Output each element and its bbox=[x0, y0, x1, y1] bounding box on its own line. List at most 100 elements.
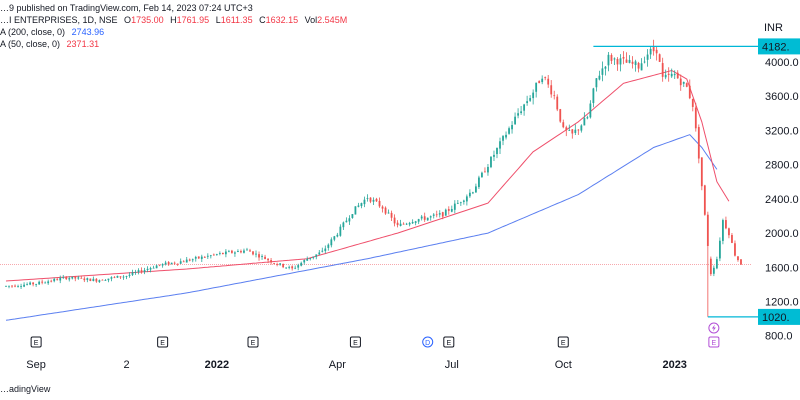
event-marker[interactable]: E bbox=[443, 336, 455, 348]
candle bbox=[667, 67, 670, 82]
candle bbox=[185, 256, 188, 263]
candle bbox=[77, 275, 80, 280]
candle bbox=[441, 211, 444, 220]
candle bbox=[685, 82, 688, 88]
candle bbox=[661, 57, 664, 82]
candle bbox=[110, 276, 113, 282]
x-axis[interactable]: Sep 2 2022 Apr Jul Oct 2023 bbox=[26, 359, 687, 371]
candle bbox=[212, 253, 215, 256]
price-tag-text: 1020. bbox=[762, 312, 790, 324]
price-tag: 1020. bbox=[758, 308, 800, 325]
candle bbox=[279, 263, 282, 266]
candle bbox=[535, 82, 538, 98]
candle bbox=[529, 95, 532, 102]
event-marker[interactable]: E bbox=[247, 336, 259, 348]
candle bbox=[697, 124, 700, 164]
candle bbox=[381, 205, 384, 213]
event-marker-label: E bbox=[446, 340, 451, 347]
candle bbox=[595, 78, 598, 92]
candle bbox=[625, 52, 628, 63]
event-marker[interactable]: E bbox=[708, 336, 720, 348]
candle bbox=[571, 129, 574, 139]
candle bbox=[215, 253, 218, 256]
candle bbox=[80, 275, 83, 279]
event-marker[interactable]: E bbox=[557, 336, 569, 348]
candle bbox=[559, 108, 562, 123]
candle bbox=[164, 260, 167, 266]
ma50-legend[interactable]: A (50, close, 0) 2371.31 bbox=[0, 39, 99, 50]
event-marker[interactable]: E bbox=[157, 336, 169, 348]
candle bbox=[722, 218, 724, 245]
candle bbox=[649, 46, 652, 59]
candle bbox=[182, 260, 185, 263]
candle bbox=[167, 261, 170, 266]
candle bbox=[652, 39, 655, 56]
candle bbox=[86, 277, 89, 283]
candle bbox=[496, 147, 498, 159]
ma200-line bbox=[5, 134, 718, 321]
candle bbox=[23, 282, 25, 288]
candle bbox=[462, 199, 465, 205]
candle bbox=[101, 279, 104, 281]
candle bbox=[8, 285, 10, 289]
candle bbox=[712, 265, 715, 277]
candle bbox=[478, 175, 480, 190]
lightning-icon[interactable] bbox=[708, 322, 720, 334]
candle bbox=[5, 285, 7, 287]
candle bbox=[580, 124, 583, 133]
candle bbox=[484, 167, 486, 173]
y-axis[interactable]: INR 800.0 1200.0 1600.0 2000.0 2400.0 2800.0 32… bbox=[764, 22, 799, 343]
candle bbox=[20, 283, 22, 290]
open-label: O bbox=[124, 15, 132, 25]
candle bbox=[360, 202, 363, 209]
candle bbox=[737, 255, 739, 262]
candle bbox=[508, 126, 510, 135]
event-marker[interactable]: E bbox=[30, 336, 42, 348]
ma200-legend[interactable]: A (200, close, 0) 2743.96 bbox=[0, 27, 104, 38]
event-marker-label: E bbox=[712, 340, 717, 347]
candle bbox=[252, 251, 254, 256]
event-marker[interactable]: E bbox=[349, 336, 361, 348]
event-marker-label: E bbox=[160, 340, 165, 347]
candle bbox=[598, 70, 601, 81]
symbol-line: …I ENTERPRISES, 1D, NSE O1735.00 H1761.9… bbox=[0, 15, 347, 26]
candle bbox=[475, 183, 477, 193]
event-marker[interactable]: D bbox=[422, 336, 434, 348]
moving-average-layer bbox=[5, 69, 730, 321]
candle bbox=[273, 262, 275, 265]
candle bbox=[493, 150, 495, 161]
close-label: C bbox=[259, 15, 266, 25]
candle bbox=[128, 272, 131, 278]
candle bbox=[197, 256, 200, 260]
candle bbox=[158, 264, 161, 267]
candle bbox=[390, 210, 393, 221]
candle bbox=[673, 70, 676, 79]
symbol-text: …I ENTERPRISES, 1D, NSE bbox=[0, 15, 118, 25]
candle bbox=[700, 157, 703, 191]
candle bbox=[50, 279, 53, 283]
candle bbox=[318, 249, 321, 255]
candle bbox=[74, 276, 77, 282]
candle bbox=[116, 275, 119, 278]
candle bbox=[234, 251, 236, 257]
candle bbox=[405, 222, 408, 226]
candle bbox=[354, 206, 357, 215]
candle bbox=[631, 56, 634, 69]
candle bbox=[149, 266, 152, 273]
candle bbox=[429, 215, 432, 221]
candle bbox=[706, 211, 709, 317]
candle bbox=[447, 206, 450, 215]
candle bbox=[179, 258, 182, 265]
y-tick-label: 4000.0 bbox=[765, 57, 799, 69]
x-tick-label: 2023 bbox=[662, 359, 686, 371]
candle bbox=[423, 212, 426, 222]
candle bbox=[468, 189, 471, 198]
candle bbox=[41, 279, 44, 285]
candle bbox=[411, 219, 414, 224]
low-value: 1611.35 bbox=[220, 15, 253, 25]
candle bbox=[399, 219, 402, 227]
candle bbox=[26, 282, 28, 286]
candle bbox=[288, 265, 291, 270]
